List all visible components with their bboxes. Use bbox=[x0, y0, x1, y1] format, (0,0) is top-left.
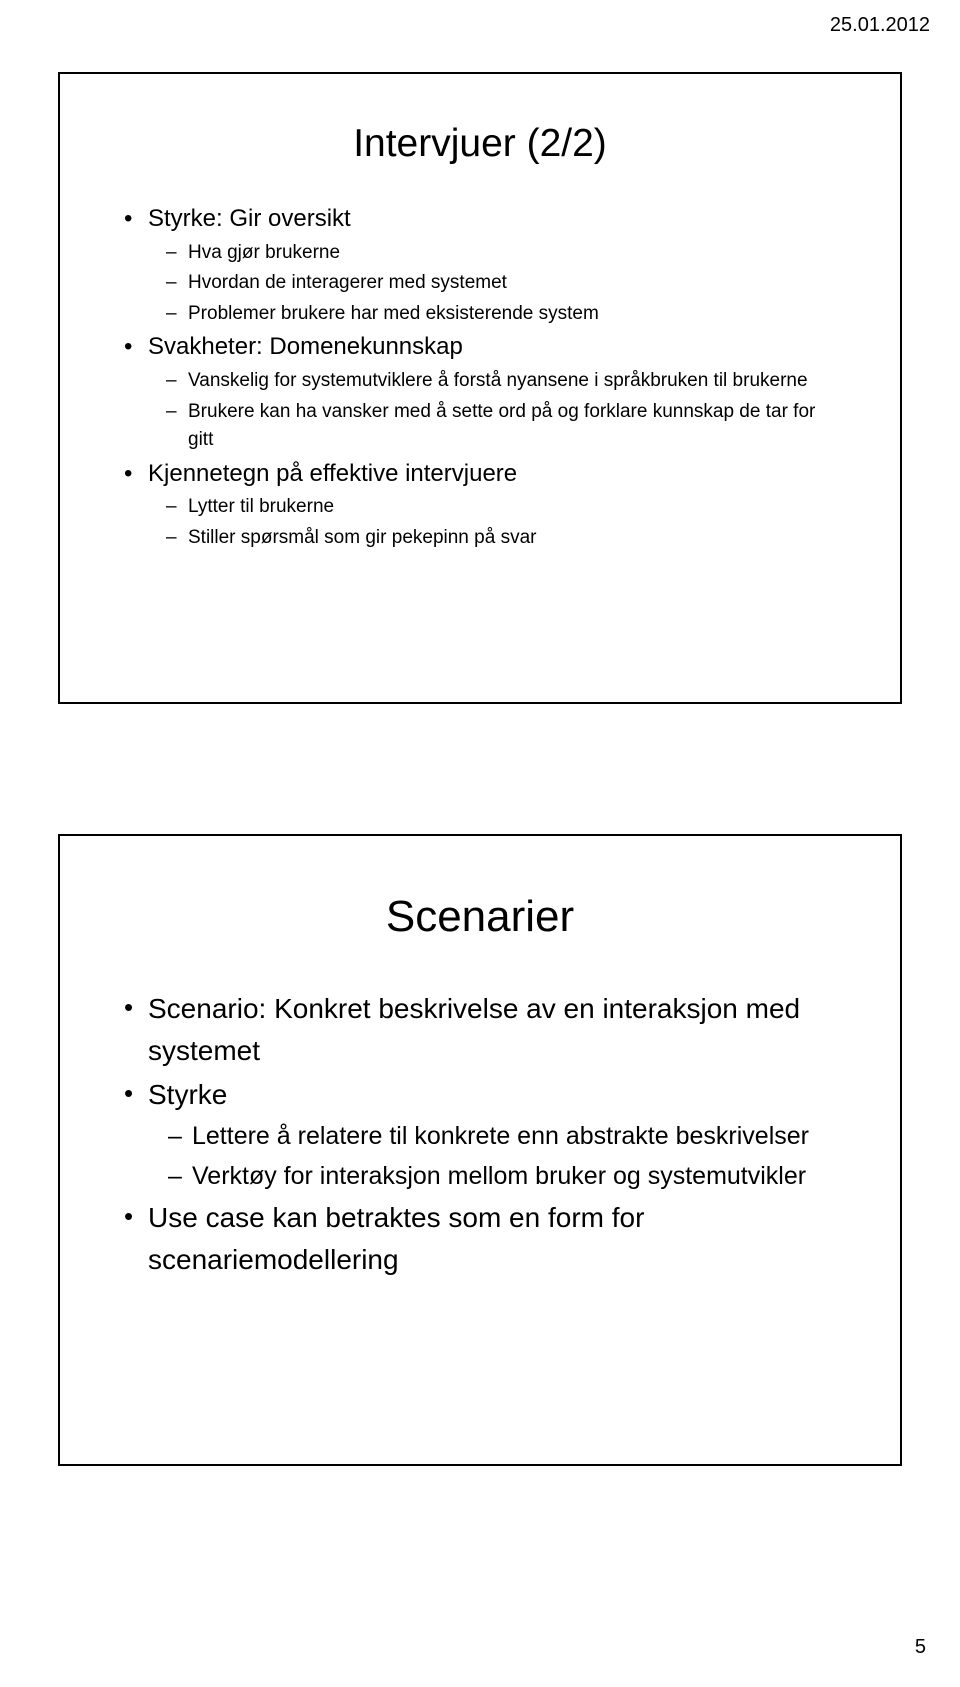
bullet-item: Kjennetegn på effektive intervjuere Lytt… bbox=[120, 457, 840, 553]
bullet-label: Svakheter: Domenekunnskap bbox=[148, 333, 463, 360]
sub-item: Hvordan de interagerer med systemet bbox=[148, 269, 840, 298]
bullet-label: Styrke bbox=[148, 1079, 227, 1110]
sub-list: Vanskelig for systemutviklere å forstå n… bbox=[148, 367, 840, 455]
slide-title: Scenarier bbox=[120, 892, 840, 942]
sub-item: Lytter til brukerne bbox=[148, 493, 840, 522]
bullet-label: Styrke: Gir oversikt bbox=[148, 205, 351, 232]
bullet-item: Svakheter: Domenekunnskap Vanskelig for … bbox=[120, 330, 840, 454]
sub-item: Vanskelig for systemutviklere å forstå n… bbox=[148, 367, 840, 396]
slide-title: Intervjuer (2/2) bbox=[120, 122, 840, 166]
bullet-item: Scenario: Konkret beskrivelse av en inte… bbox=[120, 988, 840, 1072]
sub-item: Brukere kan ha vansker med å sette ord p… bbox=[148, 398, 840, 455]
sub-item: Lettere å relatere til konkrete enn abst… bbox=[148, 1118, 840, 1156]
sub-item: Problemer brukere har med eksisterende s… bbox=[148, 300, 840, 329]
bullet-list: Styrke: Gir oversikt Hva gjør brukerne H… bbox=[120, 202, 840, 552]
slide-intervjuer: Intervjuer (2/2) Styrke: Gir oversikt Hv… bbox=[58, 72, 902, 704]
handout-page: 25.01.2012 Intervjuer (2/2) Styrke: Gir … bbox=[0, 0, 960, 1687]
sub-item: Verktøy for interaksjon mellom bruker og… bbox=[148, 1158, 840, 1196]
bullet-label: Kjennetegn på effektive intervjuere bbox=[148, 460, 517, 487]
bullet-item: Styrke: Gir oversikt Hva gjør brukerne H… bbox=[120, 202, 840, 328]
sub-list: Hva gjør brukerne Hvordan de interagerer… bbox=[148, 239, 840, 329]
page-number: 5 bbox=[915, 1636, 926, 1659]
page-date: 25.01.2012 bbox=[830, 14, 930, 37]
bullet-item: Styrke Lettere å relatere til konkrete e… bbox=[120, 1074, 840, 1195]
slide-scenarier: Scenarier Scenario: Konkret beskrivelse … bbox=[58, 834, 902, 1466]
bullet-list: Scenario: Konkret beskrivelse av en inte… bbox=[120, 988, 840, 1281]
sub-list: Lytter til brukerne Stiller spørsmål som… bbox=[148, 493, 840, 552]
sub-list: Lettere å relatere til konkrete enn abst… bbox=[148, 1118, 840, 1195]
sub-item: Stiller spørsmål som gir pekepinn på sva… bbox=[148, 524, 840, 553]
sub-item: Hva gjør brukerne bbox=[148, 239, 840, 268]
bullet-item: Use case kan betraktes som en form for s… bbox=[120, 1197, 840, 1281]
